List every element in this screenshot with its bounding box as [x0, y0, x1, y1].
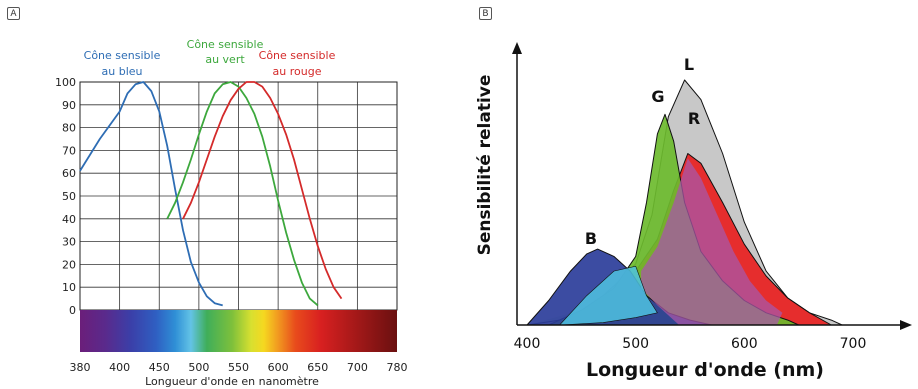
chart-a-x-tick-label: 600 [268, 361, 289, 374]
chart-b-y-axis-arrow [512, 42, 522, 54]
chart-a-y-ticks: 0 10 20 30 40 50 60 70 80 90 100 [55, 76, 76, 317]
chart-a-y-tick-label: 10 [62, 281, 76, 294]
chart-b-areas [526, 79, 843, 326]
chart-a-x-tick-label: 700 [347, 361, 368, 374]
chart-a-series-label-line1: Cône sensible [187, 38, 264, 51]
chart-b-overlap-purple [641, 158, 783, 325]
panel-a-letter: A [7, 7, 20, 20]
chart-a-series [79, 81, 343, 307]
chart-a-series-label-line1: Cône sensible [259, 49, 336, 62]
chart-a-x-tick-label: 780 [387, 361, 408, 374]
chart-a-x-tick-label: 400 [109, 361, 130, 374]
panel-b-letter: B [479, 7, 492, 20]
chart-a-x-axis-label: Longueur d'onde en nanomètre [145, 375, 319, 388]
chart-b-x-tick-label: 600 [731, 336, 758, 352]
chart-a-y-tick-label: 90 [62, 99, 76, 112]
chart-a-y-tick-label: 70 [62, 144, 76, 157]
chart-a-series-label-line2: au bleu [102, 65, 143, 78]
chart-a-y-tick-label: 50 [62, 190, 76, 203]
chart-b-x-axis-arrow [900, 320, 912, 330]
chart-a-x-tick-label: 450 [149, 361, 170, 374]
chart-a-x-tick-label: 550 [228, 361, 249, 374]
chart-a-x-tick-label: 500 [188, 361, 209, 374]
chart-b-series-label-L: L [684, 55, 694, 74]
chart-b-x-tick-label: 400 [514, 336, 541, 352]
chart-a-series-line-2 [182, 81, 343, 300]
chart-a-y-tick-label: 40 [62, 213, 76, 226]
chart-a-y-tick-label: 60 [62, 167, 76, 180]
chart-b-series-labels: L G R B [585, 55, 700, 248]
chart-a-x-tick-label: 380 [70, 361, 91, 374]
chart-a-series-line-0 [79, 81, 223, 307]
chart-a-series-label-line2: au vert [205, 53, 245, 66]
chart-a-spectrum-bar [80, 310, 397, 352]
chart-a-y-tick-label: 100 [55, 76, 76, 89]
chart-a-grid [80, 82, 397, 310]
chart-b-x-axis-label: Longueur d'onde (nm) [586, 359, 824, 381]
chart-b-overlap-cyan [558, 265, 658, 326]
chart-b-x-tick-label: 700 [840, 336, 867, 352]
chart-a-x-tick-label: 650 [307, 361, 328, 374]
chart-a-y-tick-label: 0 [69, 304, 76, 317]
chart-b-series-label-G: G [651, 87, 664, 106]
chart-a-series-labels: Cône sensible au bleu Cône sensible au vert… [84, 38, 336, 78]
chart-a-y-tick-label: 30 [62, 236, 76, 249]
chart-a-y-tick-label: 20 [62, 258, 76, 271]
chart-a-y-tick-label: 80 [62, 122, 76, 135]
chart-b-x-ticks: 400 500 600 700 [514, 336, 867, 352]
chart-a-series-label-line1: Cône sensible [84, 49, 161, 62]
chart-b-y-axis-label: Sensibilité relative [475, 75, 495, 256]
chart-a-x-ticks: 380 400 450 500 550 600 650 700 780 [70, 361, 408, 374]
chart-b-series-label-B: B [585, 229, 597, 248]
chart-a-series-line-1 [166, 81, 319, 307]
chart-b-x-tick-label: 500 [622, 336, 649, 352]
chart-b-series-label-R: R [688, 109, 700, 128]
chart-a-series-label-line2: au rouge [273, 65, 322, 78]
